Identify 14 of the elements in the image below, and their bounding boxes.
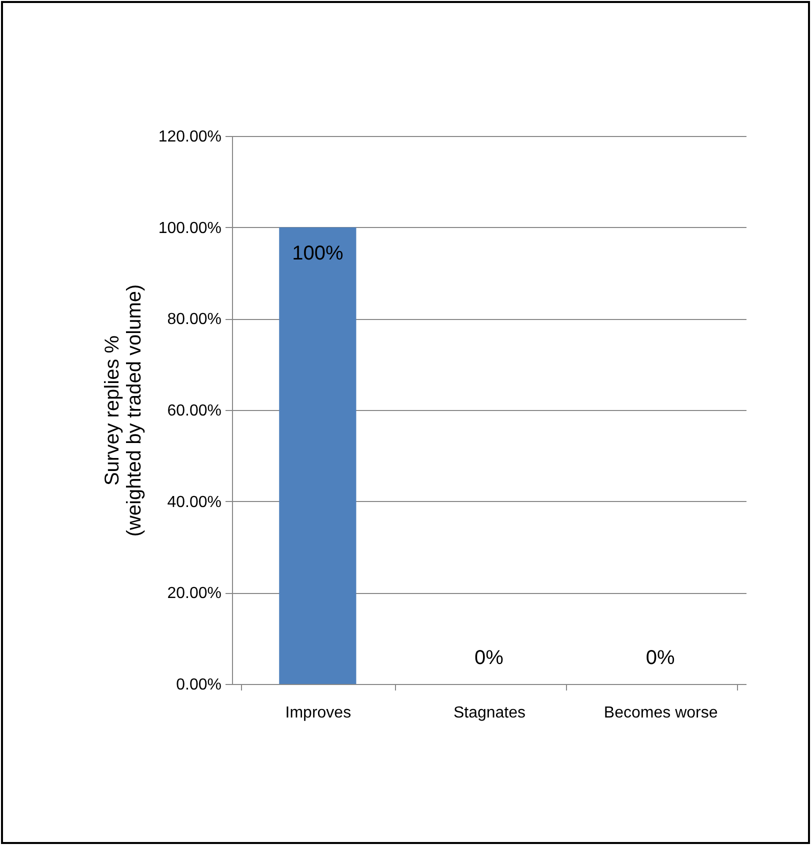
data-label: 0% [474, 647, 504, 669]
data-label: 100% [292, 242, 344, 264]
y-tick-label: 20.00% [167, 585, 222, 602]
y-tick-label: 60.00% [167, 402, 222, 420]
y-tick-label: 100.00% [158, 220, 222, 237]
y-tick-label: 80.00% [167, 311, 222, 328]
x-tick-label: Improves [285, 704, 352, 722]
y-tick-label: 0.00% [176, 676, 222, 694]
y-tick-label: 120.00% [158, 128, 222, 146]
y-tick-label: 40.00% [167, 494, 222, 511]
y-axis-title: Survey replies % (weighted by traded volume) [101, 284, 146, 537]
x-tick-label: Becomes worse [604, 704, 718, 722]
data-label: 0% [646, 647, 676, 669]
x-tick-label: Stagnates [453, 704, 526, 722]
